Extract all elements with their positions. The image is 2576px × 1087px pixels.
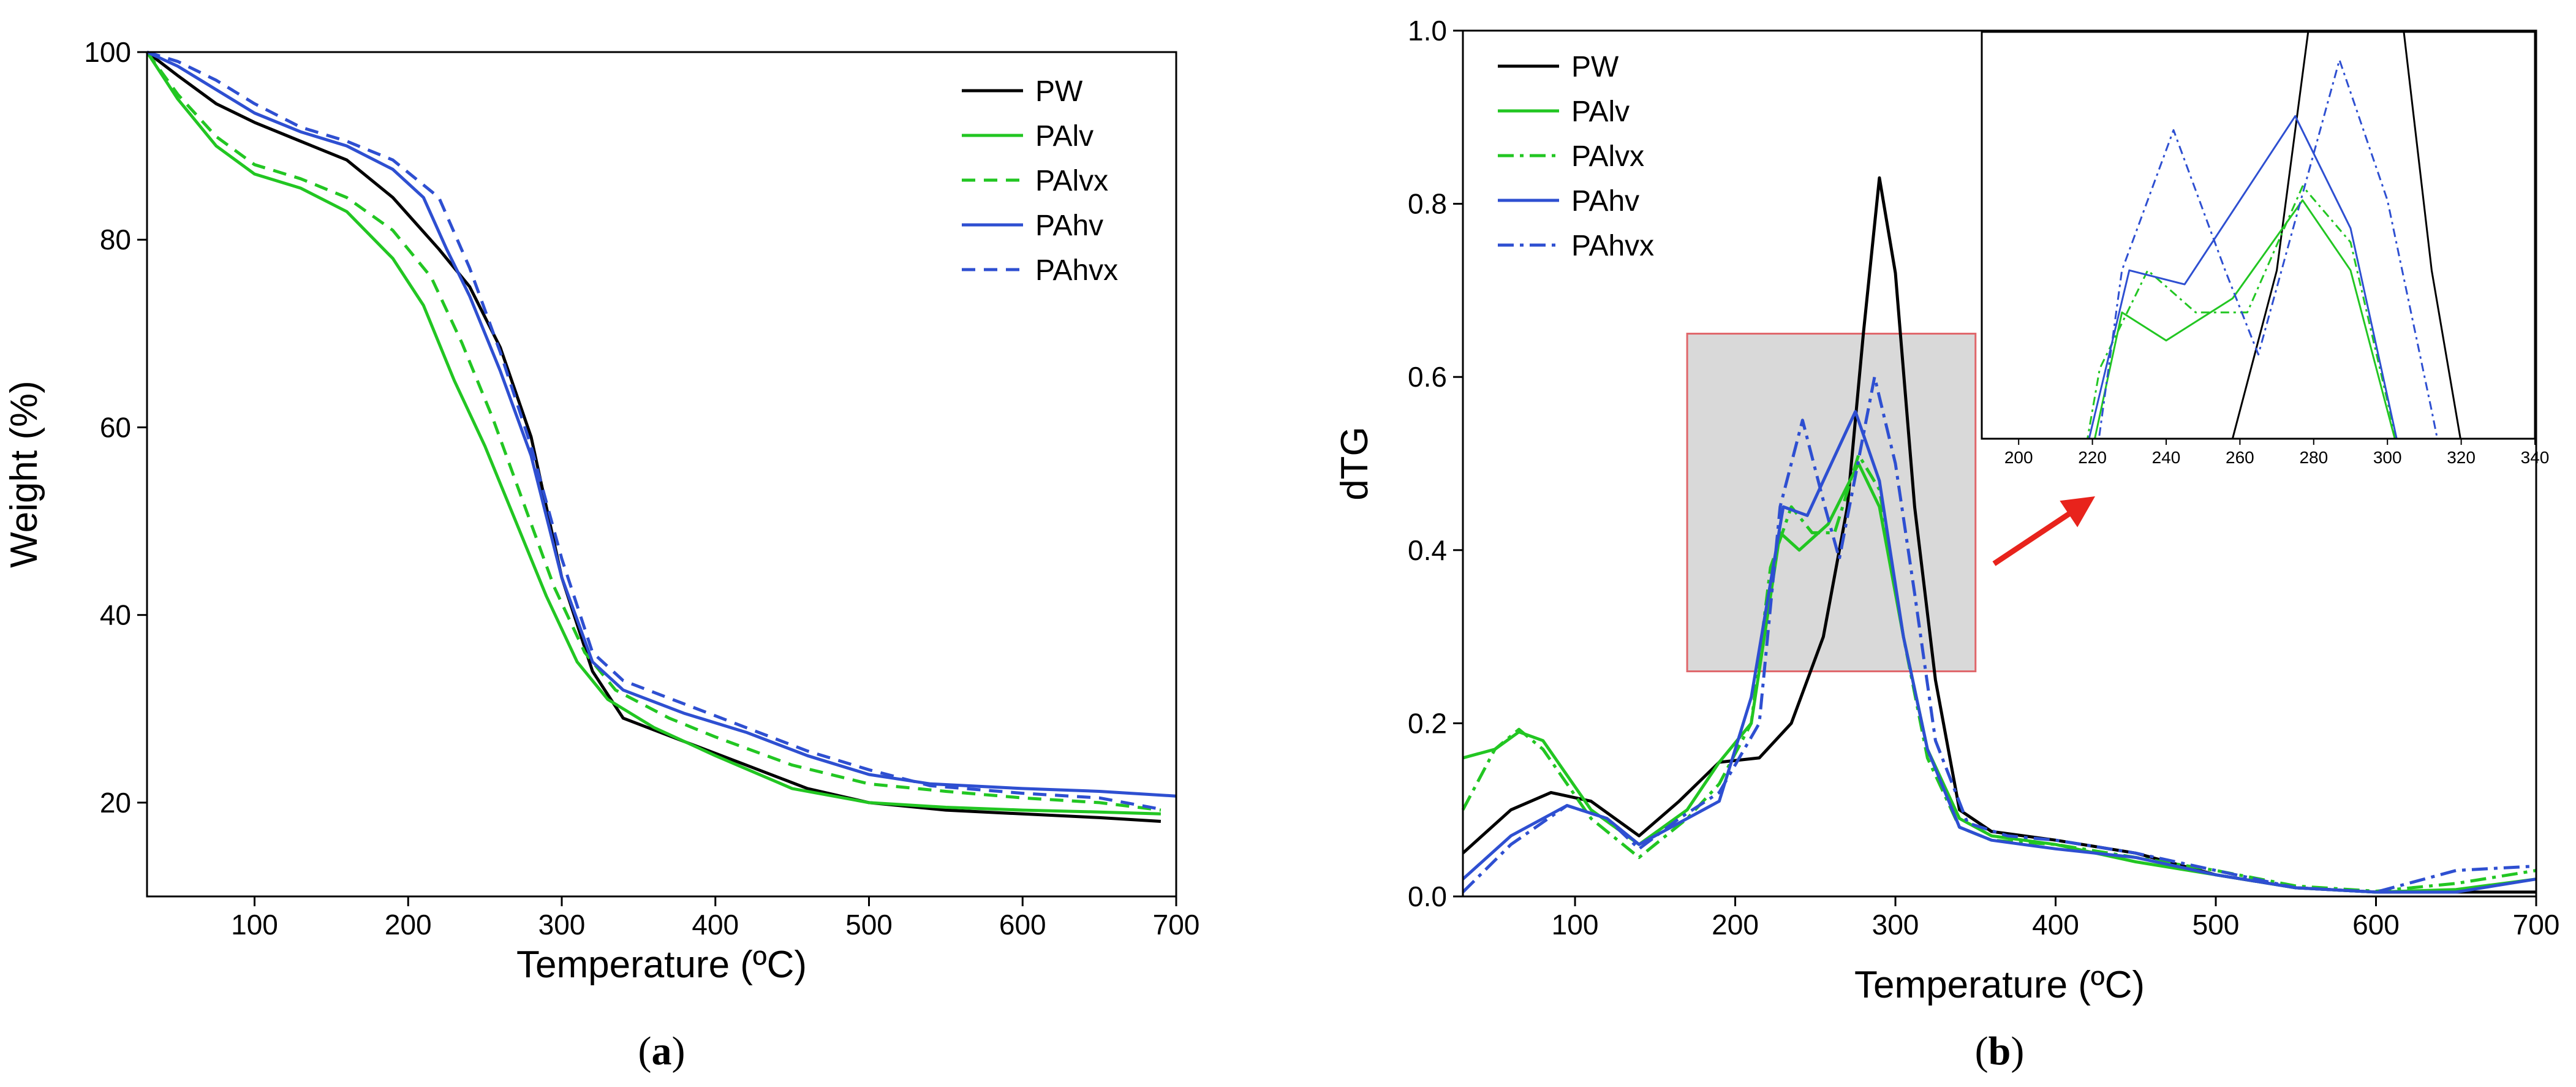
x-tick-label: 700: [2513, 909, 2560, 941]
legend-a: PW PAlv PAlvx PAhv PAhvx: [962, 75, 1118, 287]
series-line-palv: [1462, 462, 2537, 894]
y-axis-title-b: dTG: [1334, 426, 1376, 501]
legend-label-pw: PW: [1035, 75, 1083, 108]
series-line-palvx: [1461, 453, 2537, 893]
x-tick-label: 200: [1712, 909, 1759, 941]
x-tick-label: 400: [2032, 909, 2079, 941]
chart-panel-a: 100 200 300 400 500 600 700 20 40 60 80 100 Tempera…: [3, 36, 1199, 1074]
y-tick-label: 60: [100, 411, 131, 443]
highlight-region-b: [1686, 333, 1977, 673]
inset-background: [1982, 32, 2535, 439]
x-tick-label: 300: [1872, 909, 1919, 941]
x-tick-label: 600: [2352, 909, 2400, 941]
y-tick-label: 0.2: [1408, 707, 1447, 739]
zoom-arrow: [1992, 504, 2082, 566]
panel-label-a: (a): [638, 1029, 686, 1074]
x-tick-label: 500: [2193, 909, 2240, 941]
y-tick-label: 0.0: [1408, 881, 1447, 912]
x-axis-title-b: Temperature (ºC): [1854, 964, 2145, 1006]
y-tick-label: 100: [84, 36, 131, 68]
x-tick-label: 600: [999, 909, 1046, 941]
chart-panel-b: 100 200 300 400 500 600 7000.00.20.40.60.81.0 …: [1334, 15, 2559, 1074]
series-lines-b: [1461, 176, 2537, 894]
highlight-rect: [1686, 333, 1977, 673]
series-line-pw: [146, 51, 1161, 823]
inset-x-tick-label: 340: [2521, 448, 2550, 467]
inset-x-tick-label: 300: [2373, 448, 2402, 467]
inset-line-pahv: [2088, 115, 2398, 439]
legend-label-pahv: PAhv: [1035, 210, 1103, 242]
x-tick-label: 100: [231, 909, 278, 941]
y-tick-label: 0.8: [1408, 188, 1447, 220]
y-axis-title-a: Weight (%): [3, 381, 45, 568]
x-tick-label: 700: [1153, 909, 1200, 941]
y-tick-label: 80: [100, 224, 131, 256]
panel-label-b: (b): [1975, 1029, 2025, 1074]
series-line-pahv: [146, 50, 1177, 798]
series-line-pahv: [1462, 410, 2537, 894]
y-tick-label: 1.0: [1408, 15, 1447, 47]
x-tick-label: 100: [1552, 909, 1599, 941]
inset-zoom-b: 200 220 240 260 280 300 320 340: [1981, 31, 2550, 467]
y-tick-label: 0.4: [1408, 534, 1447, 566]
series-line-palvx: [145, 51, 1161, 812]
series-lines-a: [145, 50, 1177, 823]
inset-x-tick-label: 240: [2152, 448, 2181, 467]
inset-x-tick-label: 280: [2299, 448, 2328, 467]
inset-x-tick-label: 320: [2447, 448, 2476, 467]
plot-frame-a: [146, 51, 1177, 898]
legend-label-pahvx: PAhvx: [1571, 230, 1654, 262]
series-line-pahvx: [146, 50, 1161, 811]
x-tick-label: 200: [385, 909, 432, 941]
inset-series-lines: [2087, 32, 2461, 439]
legend-label-palv: PAlv: [1571, 96, 1630, 128]
legend-label-pahvx: PAhvx: [1035, 254, 1118, 287]
y-tick-label: 40: [100, 599, 131, 631]
inset-x-tick-label: 200: [2004, 448, 2033, 467]
legend-label-palv: PAlv: [1035, 120, 1093, 153]
x-tick-label: 500: [845, 909, 893, 941]
x-tick-label: 400: [692, 909, 739, 941]
x-axis-title-a: Temperature (ºC): [516, 944, 807, 986]
legend-label-palvx: PAlvx: [1035, 165, 1108, 197]
inset-frame: [1981, 31, 2536, 440]
inset-x-tick-label: 220: [2078, 448, 2107, 467]
zoom-arrow-head: [2060, 496, 2095, 528]
axis-ticks-a: 100 200 300 400 500 600 700 20 40 60 80 100: [84, 36, 1199, 941]
legend-label-pw: PW: [1571, 51, 1619, 83]
legend-label-palvx: PAlvx: [1571, 140, 1644, 173]
axis-ticks-b: 100 200 300 400 500 600 700 0.0 0.2 0.4 0.6 0.8 1.0: [1408, 15, 2559, 941]
inset-x-tick-label: 260: [2226, 448, 2254, 467]
y-tick-label: 20: [100, 787, 131, 819]
legend-b: PW PAlv PAlvx PAhv PAhvx: [1498, 51, 1654, 262]
plot-frame-b: [1462, 29, 2537, 898]
y-tick-label: 0.6: [1408, 361, 1447, 393]
inset-line-palv: [2093, 199, 2396, 439]
series-line-palv: [145, 51, 1161, 816]
legend-label-pahv: PAhv: [1571, 185, 1639, 218]
x-tick-label: 300: [538, 909, 586, 941]
